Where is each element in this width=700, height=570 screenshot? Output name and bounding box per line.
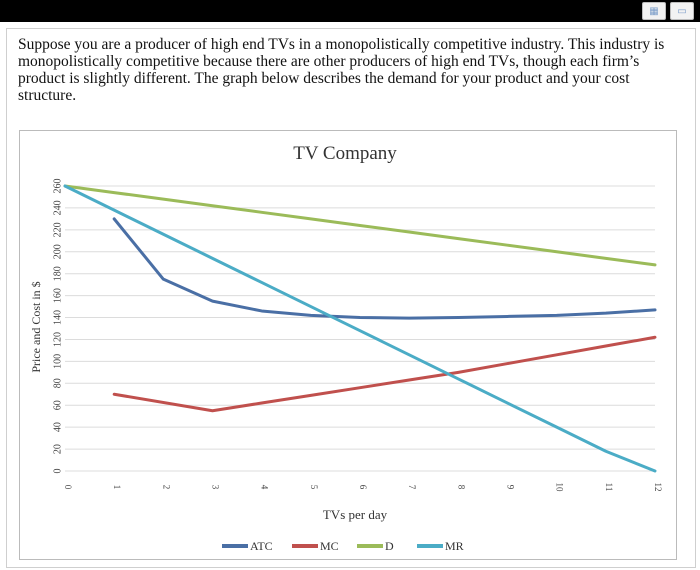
x-tick-label: 6	[358, 485, 368, 490]
y-axis-label: Price and Cost in $	[29, 281, 43, 372]
y-tick-label: 20	[52, 444, 63, 454]
chart-svg: TV Company 0 1 2 3 4 5 6 7 8 9 10 11 120204060801001…	[29, 143, 663, 553]
y-tick-label: 60	[52, 400, 63, 410]
chart-title: TV Company	[293, 143, 397, 164]
x-tick-label: 10	[555, 483, 565, 493]
x-tick-label: 8	[456, 485, 466, 490]
view-icon[interactable]: ▦	[642, 2, 666, 20]
axis-layer: 0 1 2 3 4 5 6 7 8 9 10 11 12020406080100120140160180…	[52, 179, 663, 493]
x-tick-label: 4	[260, 485, 270, 490]
window-icon[interactable]: ▭	[670, 2, 694, 20]
y-tick-label: 100	[52, 354, 63, 369]
y-tick-label: 120	[52, 332, 63, 347]
y-tick-label: 80	[52, 378, 63, 388]
y-tick-label: 220	[52, 222, 63, 237]
series-line-mr	[63, 184, 657, 473]
y-tick-label: 180	[52, 266, 63, 281]
x-tick-label: 1	[112, 485, 122, 490]
x-tick-label: 7	[407, 485, 417, 490]
legend-label-atc: ATC	[250, 539, 273, 553]
question-text: Suppose you are a producer of high end T…	[18, 36, 665, 104]
x-tick-label: 9	[506, 485, 516, 490]
y-tick-label: 160	[52, 288, 63, 303]
y-tick-label: 240	[52, 200, 63, 215]
corner-icons: ▦ ▭	[642, 2, 694, 20]
x-tick-label: 2	[161, 485, 171, 490]
x-tick-label: 3	[211, 485, 221, 490]
series-layer	[63, 184, 657, 473]
y-tick-label: 200	[52, 244, 63, 259]
x-axis-label: TVs per day	[323, 507, 388, 522]
chart-container: TV Company 0 1 2 3 4 5 6 7 8 9 10 11 12 0 20 40 60 80 100 1…	[19, 130, 677, 560]
x-tick-label: 11	[604, 483, 614, 492]
x-tick-label: 12	[653, 483, 663, 492]
y-tick-label: 260	[52, 179, 63, 194]
x-tick-label: 5	[309, 485, 319, 490]
y-tick-label: 0	[52, 469, 63, 474]
x-tick-label: 0	[63, 485, 73, 490]
series-line-mc	[112, 335, 657, 413]
legend: ATC MC D MR	[222, 539, 464, 553]
legend-label-mc: MC	[320, 539, 339, 553]
y-tick-label: 140	[52, 310, 63, 325]
series-line-d	[63, 184, 657, 267]
top-bar: ▦ ▭	[0, 0, 700, 22]
legend-label-d: D	[385, 539, 394, 553]
legend-label-mr: MR	[445, 539, 464, 553]
grid-layer	[65, 185, 655, 472]
y-tick-label: 40	[52, 422, 63, 432]
series-line-atc	[112, 217, 657, 320]
